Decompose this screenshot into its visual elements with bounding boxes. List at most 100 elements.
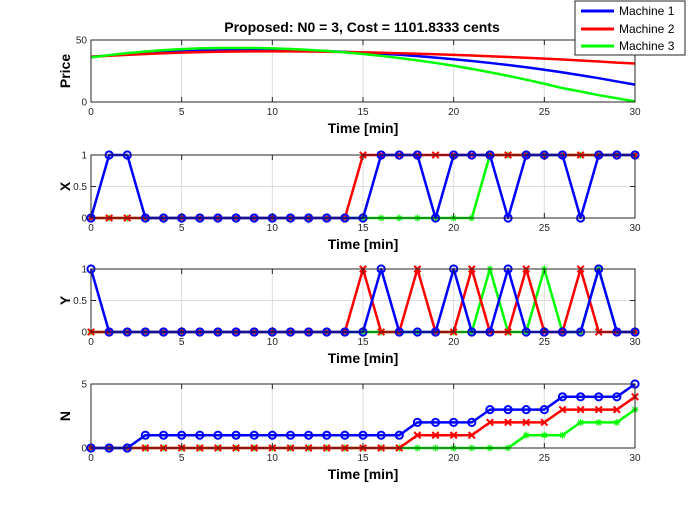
n-xlabel: Time [min] xyxy=(328,466,399,482)
x-xlabel: Time [min] xyxy=(328,236,399,252)
price-ylabel: Price xyxy=(57,54,73,88)
n-point xyxy=(285,430,296,440)
x-xtick-label: 5 xyxy=(179,223,185,234)
y-xtick-label: 5 xyxy=(179,337,185,348)
n-line xyxy=(91,382,636,450)
n-xtick-label: 25 xyxy=(539,453,551,464)
price-xlabel: Time [min] xyxy=(328,120,399,136)
n-point xyxy=(557,392,568,402)
y-xtick-label: 30 xyxy=(629,337,641,348)
x-ytick-label: 0.5 xyxy=(73,182,87,193)
n-point xyxy=(503,405,513,415)
n-point xyxy=(322,430,332,440)
legend-label-machine2: Machine 2 xyxy=(619,22,675,36)
n-point xyxy=(158,430,169,440)
price-ytick-label: 0 xyxy=(81,98,87,109)
n-xtick-label: 15 xyxy=(357,453,369,464)
n-xtick-label: 10 xyxy=(267,453,279,464)
n-point xyxy=(449,417,459,427)
y-xtick-label: 20 xyxy=(448,337,460,348)
n-point xyxy=(231,430,241,440)
n-point xyxy=(559,431,566,439)
x-axes: 0 5 10 15 20 25 30 0 0.5 1 Time [min] X xyxy=(57,150,641,252)
n-point xyxy=(213,430,223,440)
n-point xyxy=(431,431,440,440)
x-xtick-label: 10 xyxy=(267,223,279,234)
n-point xyxy=(467,417,477,427)
x-xtick-label: 25 xyxy=(539,223,551,234)
n-xtick-label: 0 xyxy=(88,453,94,464)
price-xtick-label: 10 xyxy=(267,107,279,118)
n-point xyxy=(539,405,549,415)
y-xtick-label: 15 xyxy=(357,337,369,348)
n-point xyxy=(540,418,549,427)
figure-title: Proposed: N0 = 3, Cost = 1101.8333 cents xyxy=(224,19,500,35)
n-point xyxy=(522,431,530,439)
price-xtick-label: 20 xyxy=(448,107,460,118)
n-point xyxy=(340,430,350,440)
n-point xyxy=(576,405,585,414)
price-line xyxy=(90,50,636,65)
price-xtick-label: 30 xyxy=(629,107,641,118)
x-ytick-label: 0 xyxy=(81,214,87,225)
legend-label-machine3: Machine 3 xyxy=(619,39,675,53)
n-point xyxy=(412,417,422,427)
x-ytick-label: 1 xyxy=(81,151,87,162)
y-xlabel: Time [min] xyxy=(328,350,399,366)
n-point xyxy=(594,392,604,402)
n-point xyxy=(140,430,150,440)
y-xtick-label: 0 xyxy=(88,337,94,348)
n-point xyxy=(522,418,531,427)
price-series-machine-3 xyxy=(90,46,636,103)
y-ytick-label: 0 xyxy=(81,328,87,339)
n-point xyxy=(504,418,512,427)
n-xtick-label: 30 xyxy=(629,453,641,464)
x-xtick-label: 30 xyxy=(629,223,641,234)
x-xtick-label: 0 xyxy=(88,223,94,234)
n-series-machine-1 xyxy=(86,379,640,453)
n-point xyxy=(612,392,622,402)
n-point xyxy=(413,431,422,440)
y-xtick-label: 25 xyxy=(539,337,551,348)
price-xtick-label: 25 xyxy=(539,107,551,118)
x-xtick-label: 20 xyxy=(448,223,460,234)
n-point xyxy=(577,419,584,426)
n-point xyxy=(486,418,494,427)
price-line xyxy=(90,46,636,103)
n-point xyxy=(613,419,621,426)
n-point xyxy=(177,430,187,440)
n-xtick-label: 20 xyxy=(448,453,460,464)
n-point xyxy=(594,405,603,414)
n-point xyxy=(430,417,441,427)
y-axes: 0 5 10 15 20 25 30 0 0.5 1 Time [min] Y xyxy=(57,264,641,366)
x-xtick-label: 15 xyxy=(357,223,369,234)
n-point xyxy=(540,431,548,439)
n-point xyxy=(249,430,259,440)
y-ytick-label: 0.5 xyxy=(73,296,87,307)
y-xtick-label: 10 xyxy=(267,337,279,348)
legend-label-machine1: Machine 1 xyxy=(619,4,675,18)
y-ytick-label: 1 xyxy=(81,265,87,276)
n-point xyxy=(612,405,621,414)
n-ytick-label: 0 xyxy=(81,444,87,455)
n-point xyxy=(304,430,314,440)
n-point xyxy=(449,431,458,440)
n-ylabel: N xyxy=(57,411,73,421)
n-xtick-label: 5 xyxy=(179,453,185,464)
n-point xyxy=(558,405,567,414)
price-xtick-label: 15 xyxy=(357,107,369,118)
n-point xyxy=(358,430,368,440)
n-axes: 0 5 10 15 20 25 30 0 5 Time [min] N xyxy=(57,379,641,482)
n-point xyxy=(485,405,495,415)
price-series-machine-2 xyxy=(90,50,636,65)
price-axes: 0 5 10 15 20 25 30 0 50 Time [min] Price xyxy=(57,36,641,137)
n-point xyxy=(467,431,476,440)
legend: Machine 1 Machine 2 Machine 3 xyxy=(574,0,686,56)
y-ylabel: Y xyxy=(57,295,73,305)
price-xtick-label: 5 xyxy=(179,107,185,118)
x-ylabel: X xyxy=(57,181,73,191)
n-point xyxy=(267,430,277,440)
n-point xyxy=(576,392,586,402)
